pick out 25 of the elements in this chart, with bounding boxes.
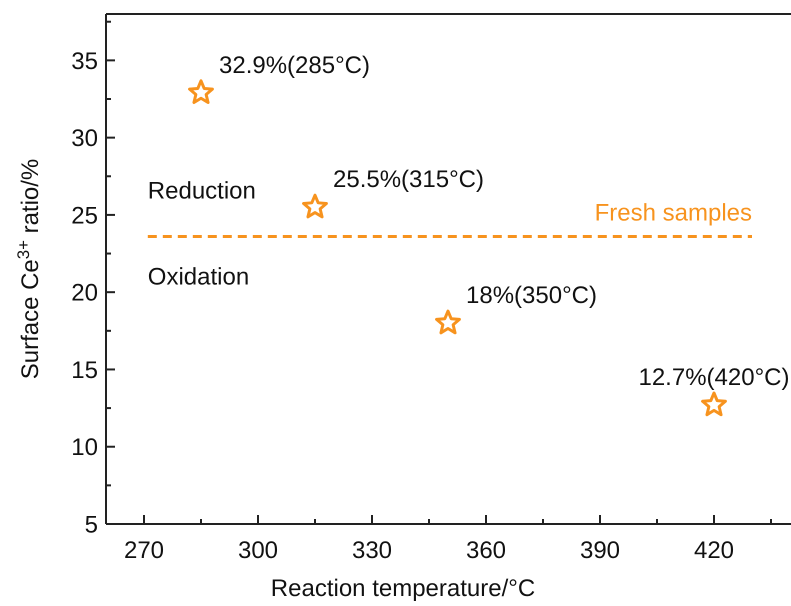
annotation: Reduction [148,178,256,205]
data-label: 12.7%(420°C) [638,364,790,391]
x-tick-label: 360 [466,537,506,564]
x-axis-title: Reaction temperature/°C [270,575,536,602]
ref-line-label: Fresh samples [594,200,752,227]
data-label: 32.9%(285°C) [219,52,370,79]
y-tick-label: 10 [71,434,98,462]
y-tick-label: 35 [71,48,98,75]
data-label: 18%(350°C) [466,282,597,310]
x-tick-label: 390 [580,537,620,564]
y-tick-label: 5 [84,511,98,538]
x-tick-label: 420 [694,537,734,564]
point [701,392,727,416]
x-tick-label: 330 [352,537,392,564]
x-tick-label: 270 [124,537,164,564]
annotation: Oxidation [148,264,250,291]
x-tick-label: 300 [238,537,278,564]
y-tick-label: 30 [71,125,98,152]
point [435,310,461,334]
point [188,79,214,104]
point [302,194,328,218]
y-tick-label: 20 [71,280,98,307]
y-tick-label: 25 [71,202,98,230]
y-tick-label: 15 [71,356,98,384]
data-label: 25.5%(315°C) [333,166,484,194]
